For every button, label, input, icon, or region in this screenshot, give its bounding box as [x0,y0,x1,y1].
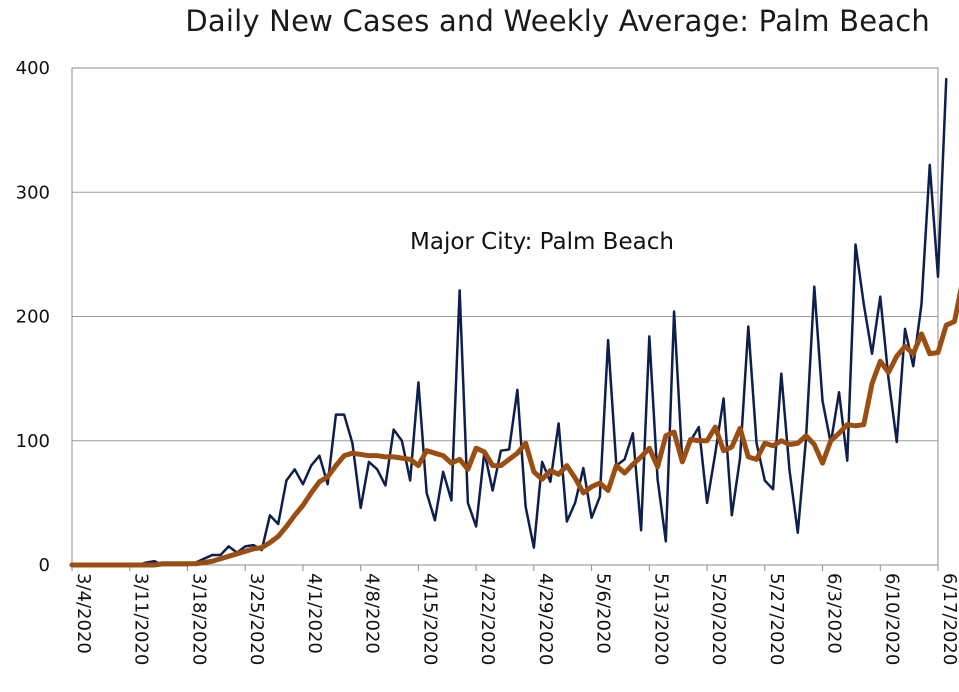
x-tick-label: 4/22/2020 [477,573,498,665]
x-tick-label: 4/29/2020 [535,573,556,665]
y-axis-ticks: 0 100 200 300 400 [16,58,50,576]
series-lines [69,77,959,568]
x-tick-label: 4/8/2020 [362,573,383,654]
series-line-daily [70,77,948,567]
x-tick-label: 5/13/2020 [650,573,671,665]
y-tick-label: 100 [16,431,50,452]
plot-area-frame [71,67,939,566]
x-tick-label: 3/11/2020 [131,573,152,665]
x-tick-label: 5/6/2020 [593,573,614,654]
y-tick-label: 200 [16,307,50,328]
x-tick-label: 6/3/2020 [824,573,845,654]
x-tick-label: 3/25/2020 [246,573,267,665]
x-tick-label: 4/15/2020 [419,573,440,665]
y-tick-label: 400 [16,58,50,79]
y-tick-label: 0 [39,555,50,576]
x-tick-label: 3/4/2020 [73,573,94,654]
x-tick-label: 4/1/2020 [304,573,325,654]
chart-annotation: Major City: Palm Beach [410,229,674,255]
x-axis-ticks: 3/4/2020 3/11/2020 3/18/2020 3/25/2020 4/1/2… [71,565,959,665]
x-tick-label: 3/18/2020 [188,573,209,665]
x-tick-label: 6/17/2020 [939,573,959,665]
chart-title: Daily New Cases and Weekly Average: Palm… [185,4,930,38]
x-tick-label: 5/27/2020 [766,573,787,665]
grid-lines [72,67,938,566]
series-line-weekly-average [69,286,959,568]
x-tick-label: 6/10/2020 [881,573,902,665]
x-tick-label: 5/20/2020 [708,573,729,665]
y-tick-label: 300 [16,182,50,203]
